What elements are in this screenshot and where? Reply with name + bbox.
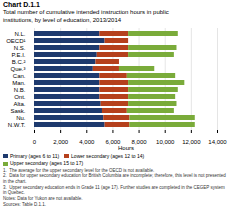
html-text:Upper secondary (ages 15 to 17: Upper secondary (ages 15 to 17) [10, 160, 84, 167]
html-text:2. Data for upper secondary ed: 2. Data for upper secondary education fo… [3, 173, 228, 184]
svg-text:4,000: 4,000 [79, 139, 95, 145]
svg-text:12,000: 12,000 [182, 139, 201, 145]
svg-text:Nu.: Nu. [16, 115, 26, 121]
svg-text:14,000: 14,000 [208, 139, 227, 145]
svg-text:Can.: Can. [13, 73, 26, 79]
html-text:institutions, by level of educ: institutions, by level of education, 201… [3, 16, 122, 23]
html-text:Primary (ages 6 to 11): Primary (ages 6 to 11) [10, 152, 60, 159]
html-text:Sources: Table D.1.1.: Sources: Table D.1.1. [3, 201, 46, 207]
svg-text:Ont.: Ont. [14, 94, 26, 100]
html-text:Chart D.1.1: Chart D.1.1 [3, 1, 40, 8]
svg-text:0: 0 [33, 139, 37, 145]
html-text:Notes: Data for Yukon are not: Notes: Data for Yukon are not available. [3, 195, 83, 201]
svg-text:Hours: Hours [118, 144, 134, 150]
svg-text:8,000: 8,000 [131, 138, 147, 145]
svg-text:Alta.: Alta. [13, 101, 25, 107]
html-text:Lower secondary (ages 12 to 14: Lower secondary (ages 12 to 14) [71, 152, 145, 159]
svg-text:2,000: 2,000 [53, 139, 69, 145]
svg-text:P.E.I.: P.E.I. [12, 52, 26, 58]
svg-text:Que.³: Que.³ [10, 66, 25, 72]
svg-text:Man.: Man. [12, 80, 26, 86]
svg-text:N.B.: N.B. [14, 87, 26, 93]
svg-text:10,000: 10,000 [156, 139, 175, 145]
svg-text:N.W.T.: N.W.T. [8, 122, 26, 128]
svg-text:6,000: 6,000 [105, 138, 121, 145]
html-text:Total number of cumulative int: Total number of cumulative intended inst… [3, 9, 169, 16]
svg-text:Sask.: Sask. [10, 108, 25, 114]
svg-text:N.S.: N.S. [14, 45, 26, 51]
html-text:1. The average for the upper s: 1. The average for the upper secondary l… [3, 167, 155, 173]
html-text:3. Upper secondary education e: 3. Upper secondary education ends in Gra… [3, 184, 226, 196]
svg-text:N.L.: N.L. [14, 31, 25, 37]
svg-text:OECD¹: OECD¹ [6, 38, 25, 44]
svg-text:B.C.²: B.C.² [12, 59, 26, 65]
